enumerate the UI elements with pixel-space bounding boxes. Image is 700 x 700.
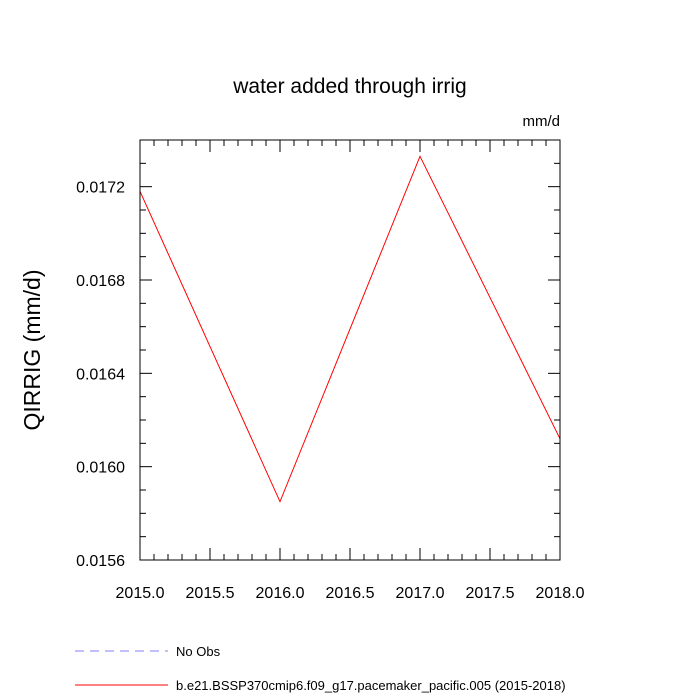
x-tick-label: 2018.0 — [536, 585, 585, 602]
x-tick-label: 2017.5 — [466, 585, 515, 602]
x-tick-label: 2017.0 — [396, 585, 445, 602]
y-tick-label: 0.0164 — [76, 366, 125, 383]
x-tick-label: 2016.5 — [326, 585, 375, 602]
y-tick-label: 0.0168 — [76, 273, 125, 290]
x-tick-label: 2015.0 — [116, 585, 165, 602]
x-tick-label: 2015.5 — [186, 585, 235, 602]
y-tick-label: 0.0172 — [76, 180, 125, 197]
legend-entry-label: b.e21.BSSP370cmip6.f09_g17.pacemaker_pac… — [176, 678, 566, 693]
legend: No Obs b.e21.BSSP370cmip6.f09_g17.pacemak… — [75, 644, 566, 693]
plot-frame — [139, 139, 561, 561]
chart-title: water added through irrig — [232, 75, 466, 98]
axis-ticks — [139, 139, 561, 561]
legend-entry-label: No Obs — [176, 644, 221, 659]
data-series — [139, 155, 561, 503]
y-tick-label: 0.0156 — [76, 553, 125, 570]
x-tick-label: 2016.0 — [256, 585, 305, 602]
x-tick-labels: 2015.0 2015.5 2016.0 2016.5 2017.0 2017.5 2018… — [116, 585, 585, 602]
units-label: mm/d — [523, 113, 561, 130]
y-tick-labels: 0.0156 0.0160 0.0164 0.0168 0.0172 — [76, 180, 125, 570]
y-tick-label: 0.0160 — [76, 460, 125, 477]
series-line — [139, 155, 561, 503]
y-axis-label: QIRRIG (mm/d) — [19, 270, 45, 431]
